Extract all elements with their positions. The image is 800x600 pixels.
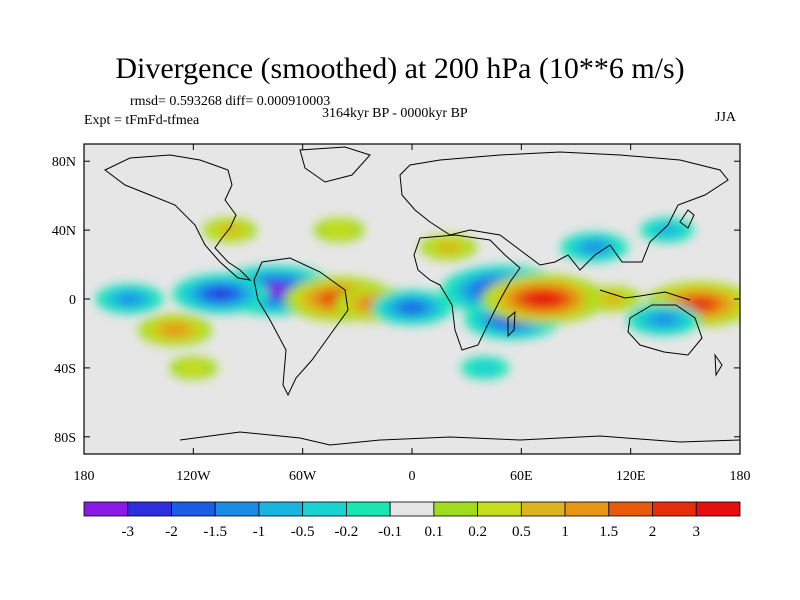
y-tick-label: 80N [52,155,76,170]
anomaly-5-level-4 [400,302,424,313]
anomaly-15-level-2 [218,224,242,236]
colorbar-box [389,501,435,517]
colorbar-box [564,501,610,517]
y-tick-label: 80S [54,431,76,446]
anomaly-13-level-3 [582,242,606,253]
colorbar-box [652,501,697,517]
colorbar-box [433,501,479,517]
x-tick-label: 0 [409,469,416,484]
colorbar-label: 0.2 [468,524,487,540]
y-tick-label: 0 [69,293,76,308]
colorbar-box [345,501,391,517]
y-tick-label: 40N [52,224,76,239]
period-label: 3164kyr BP - 0000kyr BP [322,106,468,121]
anomaly-17-level-2 [655,224,679,236]
colorbar-label: -1 [253,524,266,540]
anomaly-12-level-3 [651,314,676,325]
map-axes: 180 120W 60W 0 60E 120E 180 80N 40N 0 40S 80S [52,144,751,484]
x-tick-label: 180 [730,469,751,484]
x-tick-label: 120W [176,469,211,484]
anomaly-14-level-2 [436,241,461,253]
colorbar-box [258,501,304,517]
stats-label: rmsd= 0.593268 diff= 0.000910003 [130,94,331,109]
colorbar-box [171,501,216,517]
coast-africa [413,234,521,351]
colorbar-box [477,501,522,517]
colorbar-label: 0.1 [424,524,443,540]
coast-north-america [104,154,252,281]
anomaly-2-level-3 [118,294,141,304]
coast-indonesia [599,289,691,301]
colorbar-box [695,501,741,517]
anomaly-1-level-5 [209,289,232,299]
colorbar-label: -2 [165,524,178,540]
colorbar-boxes [83,501,741,517]
x-tick-label: 60E [510,469,533,484]
colorbar-box [520,501,566,517]
coast-australia [627,304,703,356]
colorbar-label: -0.5 [291,524,315,540]
season-label: JJA [715,110,737,125]
coast-japan [679,209,695,229]
colorbar-labels: -3 -2 -1.5 -1 -0.5 -0.2 -0.1 0.1 0.2 0.5 1 1.5 2 3 [121,524,700,540]
anomaly-16-level-1 [323,222,355,238]
colorbar-box [608,501,653,517]
coast-new-zealand [714,353,723,377]
colorbar-box [83,501,129,517]
colorbar-label: -0.1 [378,524,402,540]
anomaly-18-level-1 [178,360,208,375]
coast-europe-asia [399,151,729,271]
colorbar-label: 2 [649,524,657,540]
coast-antarctica [179,431,740,446]
colorbar-label: -3 [121,524,134,540]
anomaly-19-level-1 [470,360,500,375]
coast-madagascar [507,310,516,338]
experiment-label: Expt = tFmFd-tfmea [84,113,200,128]
colorbar-label: 3 [693,524,701,540]
x-tick-label: 60W [289,469,317,484]
coastlines [104,146,740,446]
x-tick-label: 180 [74,469,95,484]
anomaly-11-level-5 [687,298,713,310]
colorbar-box [214,501,260,517]
colorbar-box [302,501,347,517]
colorbar-label: -1.5 [203,524,227,540]
anomaly-9-level-6 [530,294,556,304]
colorbar-label: 1.5 [599,524,618,540]
colorbar-label: 1 [561,524,569,540]
x-tick-label: 120E [616,469,646,484]
colorbar-label: -0.2 [335,524,359,540]
y-tick-label: 40S [54,362,76,377]
anomaly-0-level-6 [262,285,288,296]
coast-south-america [253,257,349,397]
colorbar-box [127,501,172,517]
anomaly-6-level-3 [162,324,188,336]
coast-greenland [299,146,371,183]
colorbar-label: 0.5 [512,524,531,540]
chart-title: Divergence (smoothed) at 200 hPa (10**6 … [115,52,685,85]
